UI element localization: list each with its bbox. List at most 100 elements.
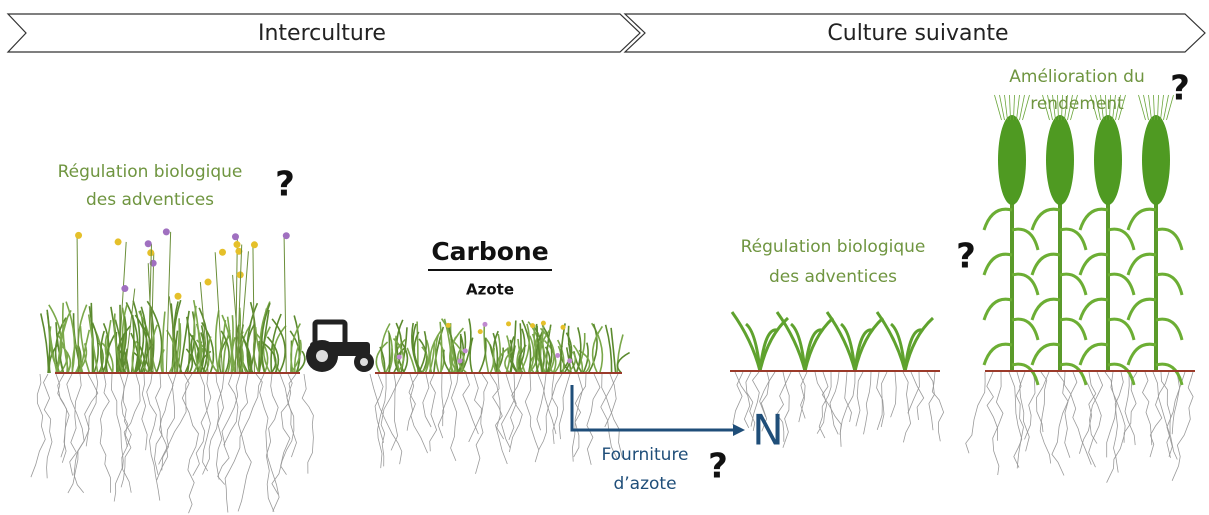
leaf [1032,299,1060,320]
leaf [606,325,612,373]
leaf [1156,274,1182,295]
root [552,374,558,444]
root [856,372,863,426]
ear [998,115,1026,205]
annotation-line: Amélioration du [1009,67,1144,87]
flower [530,323,535,328]
question-mark: ? [275,165,295,205]
root [1172,372,1193,481]
leaf [1128,299,1156,320]
flower [251,241,258,248]
root [932,372,943,441]
root [733,372,743,425]
diagram: Interculture Culture suivante N Carbone … [0,0,1209,515]
root [124,374,140,447]
leaf [1012,319,1038,340]
annotation-line: Régulation biologique [58,162,243,182]
leaf [984,344,1012,365]
flower [163,228,170,235]
flower [541,321,546,326]
root [438,374,444,438]
flower [506,321,511,326]
ratio-denominator: Azote [466,281,514,299]
flower [446,323,451,328]
root [1040,372,1051,464]
awn [1149,95,1152,120]
root [1150,372,1169,457]
ear [1094,115,1122,205]
root [845,372,852,422]
root [815,372,827,434]
phase-label: Culture suivante [827,21,1008,46]
leaf [1012,229,1038,250]
root [1172,372,1179,434]
annotation-line: des adventices [86,190,214,210]
leaf [1128,209,1156,230]
leaf [1060,229,1086,250]
root [302,374,313,474]
leaf [41,313,49,373]
root [203,374,225,475]
root [280,374,290,475]
root [193,374,211,476]
annotation-line: des adventices [769,267,897,287]
root [182,374,198,513]
leaf [1032,254,1060,275]
nutrient-symbol: N [752,406,783,455]
annotation-line: rendement [1030,94,1124,114]
flower [121,285,128,292]
root [218,374,238,485]
root [903,372,911,442]
leaf [1128,344,1156,365]
flower [75,232,82,239]
root [463,374,479,434]
root [993,372,1003,475]
annotation-line: Régulation biologique [741,237,926,257]
annotation-line: Fourniture [601,445,688,465]
leaf [1156,319,1182,340]
leaf [1032,209,1060,230]
leaf [1012,274,1038,295]
ear [1142,115,1170,205]
root [891,372,897,417]
arrow-head [733,424,745,436]
awn [1161,95,1164,120]
root [31,374,45,477]
leaf [1080,344,1108,365]
flower [233,241,240,248]
tractor [306,322,374,372]
flower [145,240,152,247]
root [469,374,488,442]
leaf [1108,274,1134,295]
flower [115,238,122,245]
root [587,374,600,465]
root [966,372,985,453]
leaf [1080,209,1108,230]
leaf [1156,364,1182,385]
root [840,372,855,447]
root [1064,372,1091,465]
root [493,374,508,464]
root [381,374,402,466]
flower [283,232,290,239]
root [44,374,53,478]
question-mark: ? [1170,69,1190,109]
root [864,372,872,434]
root [574,374,586,457]
flower [458,358,463,363]
root [559,374,570,439]
leaf [984,254,1012,275]
leaf [1060,319,1086,340]
leaf [617,353,629,373]
root [142,374,147,450]
flower [232,233,239,240]
root [1107,372,1126,483]
ear [1046,115,1074,205]
leaf [1156,229,1182,250]
question-mark: ? [708,447,728,487]
awn [1017,95,1020,120]
root [451,374,458,461]
ratio-numerator: Carbone [431,237,548,266]
leaf [1060,274,1086,295]
root [272,374,296,494]
